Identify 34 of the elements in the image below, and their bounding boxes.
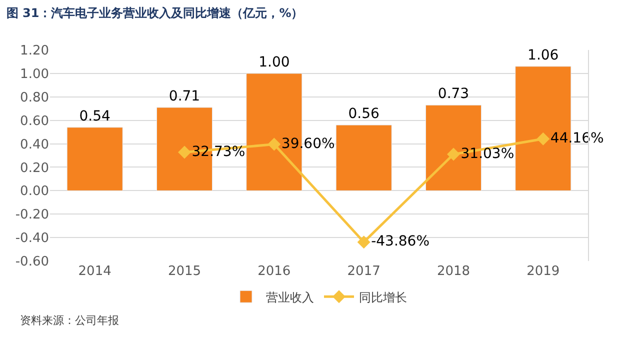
text: 资料来源：公司年报 (20, 314, 119, 327)
y-tick-label: 1.20 (20, 44, 49, 59)
x-tick-label: 2015 (168, 264, 202, 279)
x-tick-label: 2017 (347, 264, 380, 279)
y-tick-label: 0.00 (20, 184, 49, 200)
y-tick-label: 0.80 (20, 90, 49, 106)
data-label: 1.06 (528, 47, 559, 64)
point (268, 138, 281, 151)
chart-title: 图 31：汽车电子业务营业收入及同比增速（亿元，%） (6, 6, 304, 20)
y-tick-label: 0.60 (20, 114, 49, 129)
legend-label: 同比增长 (359, 290, 407, 304)
x-tick-label: 2016 (258, 264, 291, 279)
data-label: -43.86% (371, 234, 430, 250)
y-tick-label: 0.40 (20, 137, 49, 152)
y-tick-label: 0.20 (20, 160, 49, 176)
bar (66, 127, 123, 191)
legend-label: 营业收入 (266, 290, 314, 304)
data-label: 1.00 (258, 54, 290, 70)
x-tick-label: 2019 (526, 264, 560, 279)
point (536, 132, 550, 146)
y-tick-label: -0.60 (15, 254, 49, 270)
x-tick-label: 2018 (436, 264, 470, 279)
point (178, 146, 191, 159)
data-label: 0.54 (79, 108, 110, 124)
y-tick-label: -0.40 (15, 231, 49, 246)
data-label: 0.56 (348, 106, 380, 122)
data-label: 0.73 (438, 86, 470, 102)
point (357, 236, 370, 249)
point (447, 148, 460, 161)
bar (336, 124, 392, 191)
x-tick-label: 2014 (78, 264, 112, 279)
y-tick-label: -0.20 (15, 208, 49, 223)
data-label: 0.71 (168, 88, 200, 104)
y-tick-label: 1.00 (20, 66, 49, 82)
